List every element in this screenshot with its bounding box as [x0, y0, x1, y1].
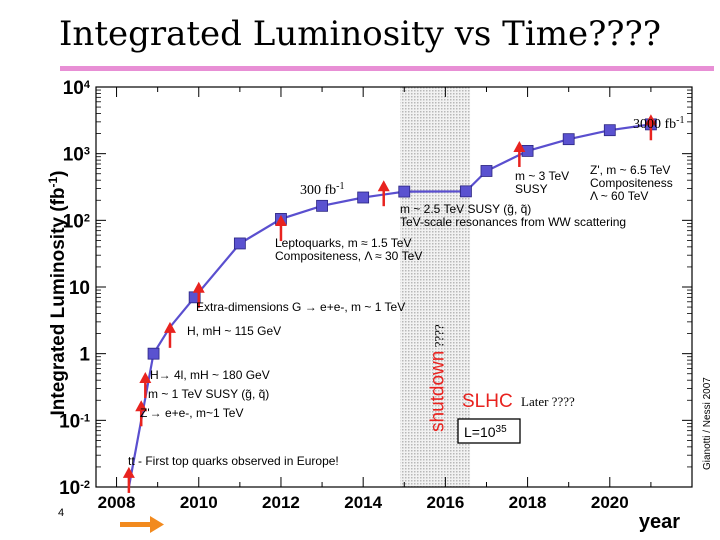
x-tick-label: 2014 [344, 493, 382, 512]
data-point-marker [233, 237, 246, 250]
annotation-zprime-65-2: Compositeness [590, 176, 673, 190]
x-tick-label: 2008 [98, 493, 136, 512]
annotation-top-quark: tt - First top quarks observed in Europe… [128, 454, 339, 468]
y-tick-label: 10-1 [59, 411, 90, 432]
luminosity-curve [127, 123, 652, 488]
y-tick-label: 104 [63, 78, 91, 99]
annotation-zprime-65-1: Z', m ~ 6.5 TeV [590, 163, 670, 177]
discovery-arrow-head [135, 400, 148, 412]
discovery-arrow-head [274, 215, 287, 227]
x-tick-label: 2010 [180, 493, 218, 512]
discovery-arrow-head [377, 180, 390, 192]
annotation-300-fb: 300 fb-1 [300, 181, 345, 199]
discovery-arrow-head [513, 140, 526, 152]
data-point-marker [480, 165, 493, 177]
annotation-leptoquarks-1: Leptoquarks, m ≈ 1.5 TeV [275, 236, 411, 250]
discovery-arrow-head [192, 281, 205, 293]
shutdown-label: shutdown ???? [427, 324, 448, 432]
luminosity-box [457, 418, 521, 444]
luminosity-box-label: L=1035 [464, 424, 507, 441]
x-tick-label: 2012 [262, 493, 300, 512]
slide-title: Integrated Luminosity vs Time???? [58, 14, 661, 54]
title-underline-accent [700, 66, 714, 71]
annotation-susy-25-1: m ~ 2.5 TeV SUSY (g̃, q̃) [400, 202, 531, 216]
data-point-marker [460, 185, 472, 198]
y-tick-label: 10 [69, 278, 90, 299]
discovery-arrow-head [163, 321, 176, 333]
plot-frame [95, 86, 693, 488]
annotation-extra-dim: Extra-dimensions G → e+e-, m ~ 1 TeV [196, 300, 405, 314]
data-point-marker [398, 185, 411, 198]
x-tick-label: 2018 [509, 493, 547, 512]
annotation-higgs-4l: H→ 4l, mH ~ 180 GeV [150, 368, 270, 382]
credit-label: Gianotti / Nessi 2007 [702, 377, 713, 470]
annotation-susy-3tev-1: m ~ 3 TeV [515, 169, 569, 183]
annotation-zprime-65-3: Λ ~ 60 TeV [590, 189, 648, 203]
y-axis-title: Integrated Luminosity (fb-1) [46, 171, 69, 416]
annotation-susy-3tev-2: SUSY [515, 182, 548, 196]
data-point-marker [147, 347, 160, 360]
discovery-arrow-head [644, 114, 657, 126]
data-point-marker [562, 133, 575, 146]
y-tick-label: 102 [63, 211, 90, 232]
x-tick-label: 2020 [591, 493, 629, 512]
data-point-marker [603, 124, 616, 137]
slhc-label: SLHC [462, 391, 513, 412]
orange-arrow-head [150, 516, 164, 533]
annotation-zprime-1tev: Z'→ e+e-, m~1 TeV [140, 406, 243, 420]
data-point-marker [357, 191, 370, 204]
annotation-susy-1tev: m ~ 1 TeV SUSY (g̃, q̃) [148, 387, 269, 401]
annotation-susy-25-2: TeV-scale resonances from WW scattering [400, 215, 626, 229]
x-axis-title: year [639, 511, 680, 533]
discovery-arrow-head [139, 372, 152, 384]
x-tick-label: 2016 [426, 493, 464, 512]
data-point-marker [316, 199, 328, 212]
y-tick-label: 1 [79, 345, 90, 366]
orange-arrow-shaft [120, 522, 150, 527]
discovery-arrow-head [122, 466, 135, 478]
y-tick-label: 10-2 [59, 478, 90, 499]
annotation-leptoquarks-2: Compositeness, Λ ≈ 30 TeV [275, 249, 422, 263]
page-number: 4 [58, 507, 64, 519]
title-underline [60, 66, 710, 71]
annotation-higgs-115: H, mH ~ 115 GeV [187, 324, 281, 338]
slhc-later-label: Later ???? [521, 394, 575, 409]
y-tick-label: 103 [63, 145, 90, 166]
annotation-3000-fb: 3000 fb-1 [633, 115, 685, 133]
